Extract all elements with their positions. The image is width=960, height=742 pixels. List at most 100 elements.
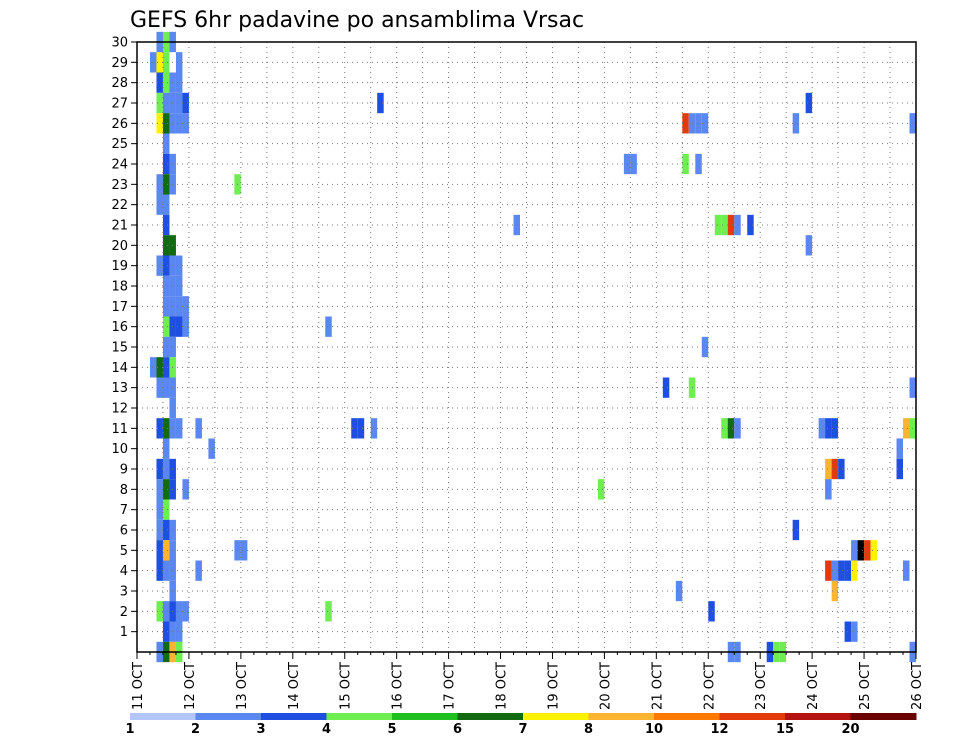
precip-cell: [162, 275, 170, 297]
x-tick-label: 17 OCT: [443, 662, 458, 710]
y-tick-label: 2: [120, 605, 128, 620]
colorbar-label: 20: [841, 722, 859, 737]
precip-cell: [175, 418, 183, 439]
precip-cell: [175, 316, 183, 337]
precip-cell: [325, 601, 332, 622]
precip-cell: [513, 214, 521, 236]
precip-cell: [162, 235, 170, 256]
y-tick-label: 6: [120, 524, 128, 539]
precip-cell: [162, 458, 170, 480]
colorbar-segment: [785, 713, 851, 720]
y-tick-label: 30: [111, 36, 128, 51]
y-tick-label: 5: [120, 544, 128, 559]
precip-cell: [792, 519, 800, 541]
precip-cell: [162, 153, 170, 175]
y-tick-label: 21: [111, 219, 128, 234]
precip-cell: [162, 296, 170, 317]
x-tick-label: 22 OCT: [702, 662, 717, 710]
precip-cell: [175, 275, 183, 297]
y-tick-label: 16: [111, 320, 128, 335]
colorbar-segment: [392, 713, 458, 720]
y-tick-label: 26: [111, 117, 128, 132]
x-tick-label: 23 OCT: [754, 662, 769, 710]
colorbar-label: 6: [453, 722, 462, 737]
precip-cell: [675, 580, 683, 602]
precip-cell: [156, 458, 163, 480]
colorbar-label: 12: [710, 722, 728, 737]
precip-cell: [831, 458, 839, 480]
precip-cell: [162, 621, 170, 642]
precip-cell: [825, 418, 832, 439]
precip-cell: [162, 336, 170, 358]
y-tick-label: 23: [111, 178, 128, 193]
precip-cell: [701, 336, 709, 358]
y-tick-label: 11: [111, 422, 128, 437]
precip-cell: [156, 377, 163, 398]
precip-cell: [240, 540, 248, 561]
precip-cell: [162, 255, 170, 276]
precip-cell: [162, 72, 170, 93]
precip-cell: [162, 357, 170, 378]
precip-cell: [162, 194, 170, 215]
precip-cell: [156, 540, 163, 561]
colorbar-label: 4: [322, 722, 331, 737]
precip-cell: [156, 255, 163, 276]
precip-cell: [682, 113, 689, 134]
x-tick-label: 26 OCT: [910, 662, 925, 710]
precip-cell: [351, 418, 358, 439]
precip-cell: [156, 174, 163, 195]
precip-cell: [208, 438, 215, 459]
colorbar-label: 8: [584, 722, 593, 737]
precip-cell: [896, 438, 904, 459]
precip-cell: [682, 153, 689, 175]
colorbar-segment: [719, 713, 786, 720]
precip-cell: [156, 92, 163, 114]
precip-cell: [156, 560, 163, 581]
precip-cell: [831, 580, 839, 602]
precip-cell: [162, 418, 170, 439]
y-tick-label: 29: [111, 56, 128, 71]
precip-cell: [175, 72, 183, 93]
precip-cell: [156, 519, 163, 541]
y-tick-label: 9: [120, 463, 128, 478]
precip-cell: [818, 418, 826, 439]
precip-cell: [162, 560, 170, 581]
precip-cell: [156, 194, 163, 215]
precip-cell: [175, 601, 183, 622]
y-tick-label: 19: [111, 259, 128, 274]
precip-cell: [727, 214, 735, 236]
y-tick-label: 17: [111, 300, 128, 315]
precip-cell: [708, 601, 715, 622]
x-tick-label: 18 OCT: [495, 662, 510, 710]
precip-cell: [156, 113, 163, 134]
precip-cell: [838, 560, 845, 581]
precip-cell: [831, 560, 839, 581]
precip-cell: [896, 458, 904, 480]
y-tick-label: 20: [111, 239, 128, 254]
colorbar-label: 15: [776, 722, 794, 737]
precip-cell: [792, 113, 800, 134]
x-tick-label: 24 OCT: [806, 662, 821, 710]
colorbar-segment: [195, 713, 262, 720]
precip-cell: [805, 235, 813, 256]
y-tick-label: 7: [120, 503, 128, 518]
y-tick-label: 24: [111, 158, 128, 173]
precip-cell: [156, 499, 163, 520]
precip-cell: [825, 560, 832, 581]
precip-cell: [156, 479, 163, 500]
precip-cell: [831, 418, 839, 439]
precip-cell: [714, 214, 722, 236]
precip-cell: [903, 560, 910, 581]
precip-cell: [162, 479, 170, 500]
precip-cell: [162, 438, 170, 459]
y-tick-label: 27: [111, 97, 128, 112]
precip-cell: [325, 316, 332, 337]
precip-cell: [162, 377, 170, 398]
precip-cell: [162, 52, 170, 73]
precip-cell: [851, 560, 858, 581]
precip-cell: [695, 113, 702, 134]
y-tick-label: 25: [111, 137, 128, 152]
colorbar-label: 1: [125, 722, 134, 737]
colorbar-label: 2: [191, 722, 200, 737]
